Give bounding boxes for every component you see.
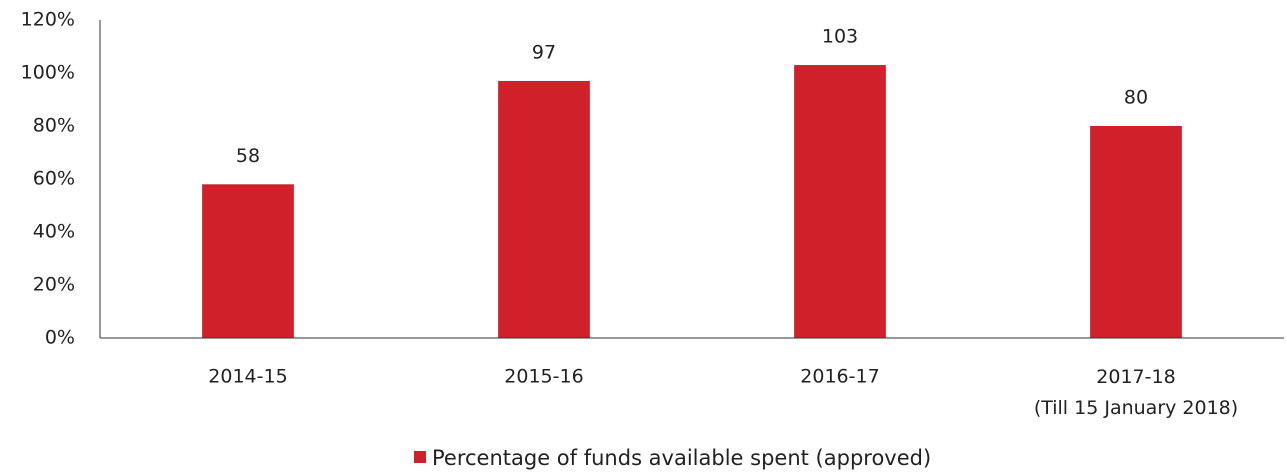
bar [202,184,294,338]
y-tick-label: 120% [21,9,75,31]
data-label: 58 [236,145,260,167]
y-tick-label: 20% [33,274,75,296]
legend-swatch [414,451,426,463]
legend-item: Percentage of funds available spent (app… [414,446,931,470]
bar [1090,126,1182,338]
y-tick-label: 40% [33,221,75,243]
x-tick-label: 2017-18 (Till 15 January 2018) [1034,366,1238,419]
x-tick-label: 2016-17 [800,366,879,388]
y-tick-label: 0% [45,327,75,349]
y-tick-label: 60% [33,168,75,190]
legend-label: Percentage of funds available spent (app… [432,446,931,470]
x-tick-label: 2014-15 [208,366,287,388]
bar [794,65,886,339]
data-label: 80 [1124,87,1148,109]
y-tick-label: 80% [33,115,75,137]
x-tick-label: 2015-16 [504,366,583,388]
bar [498,80,590,338]
data-label: 97 [532,41,556,63]
y-tick-label: 100% [21,62,75,84]
data-label: 103 [822,26,858,48]
